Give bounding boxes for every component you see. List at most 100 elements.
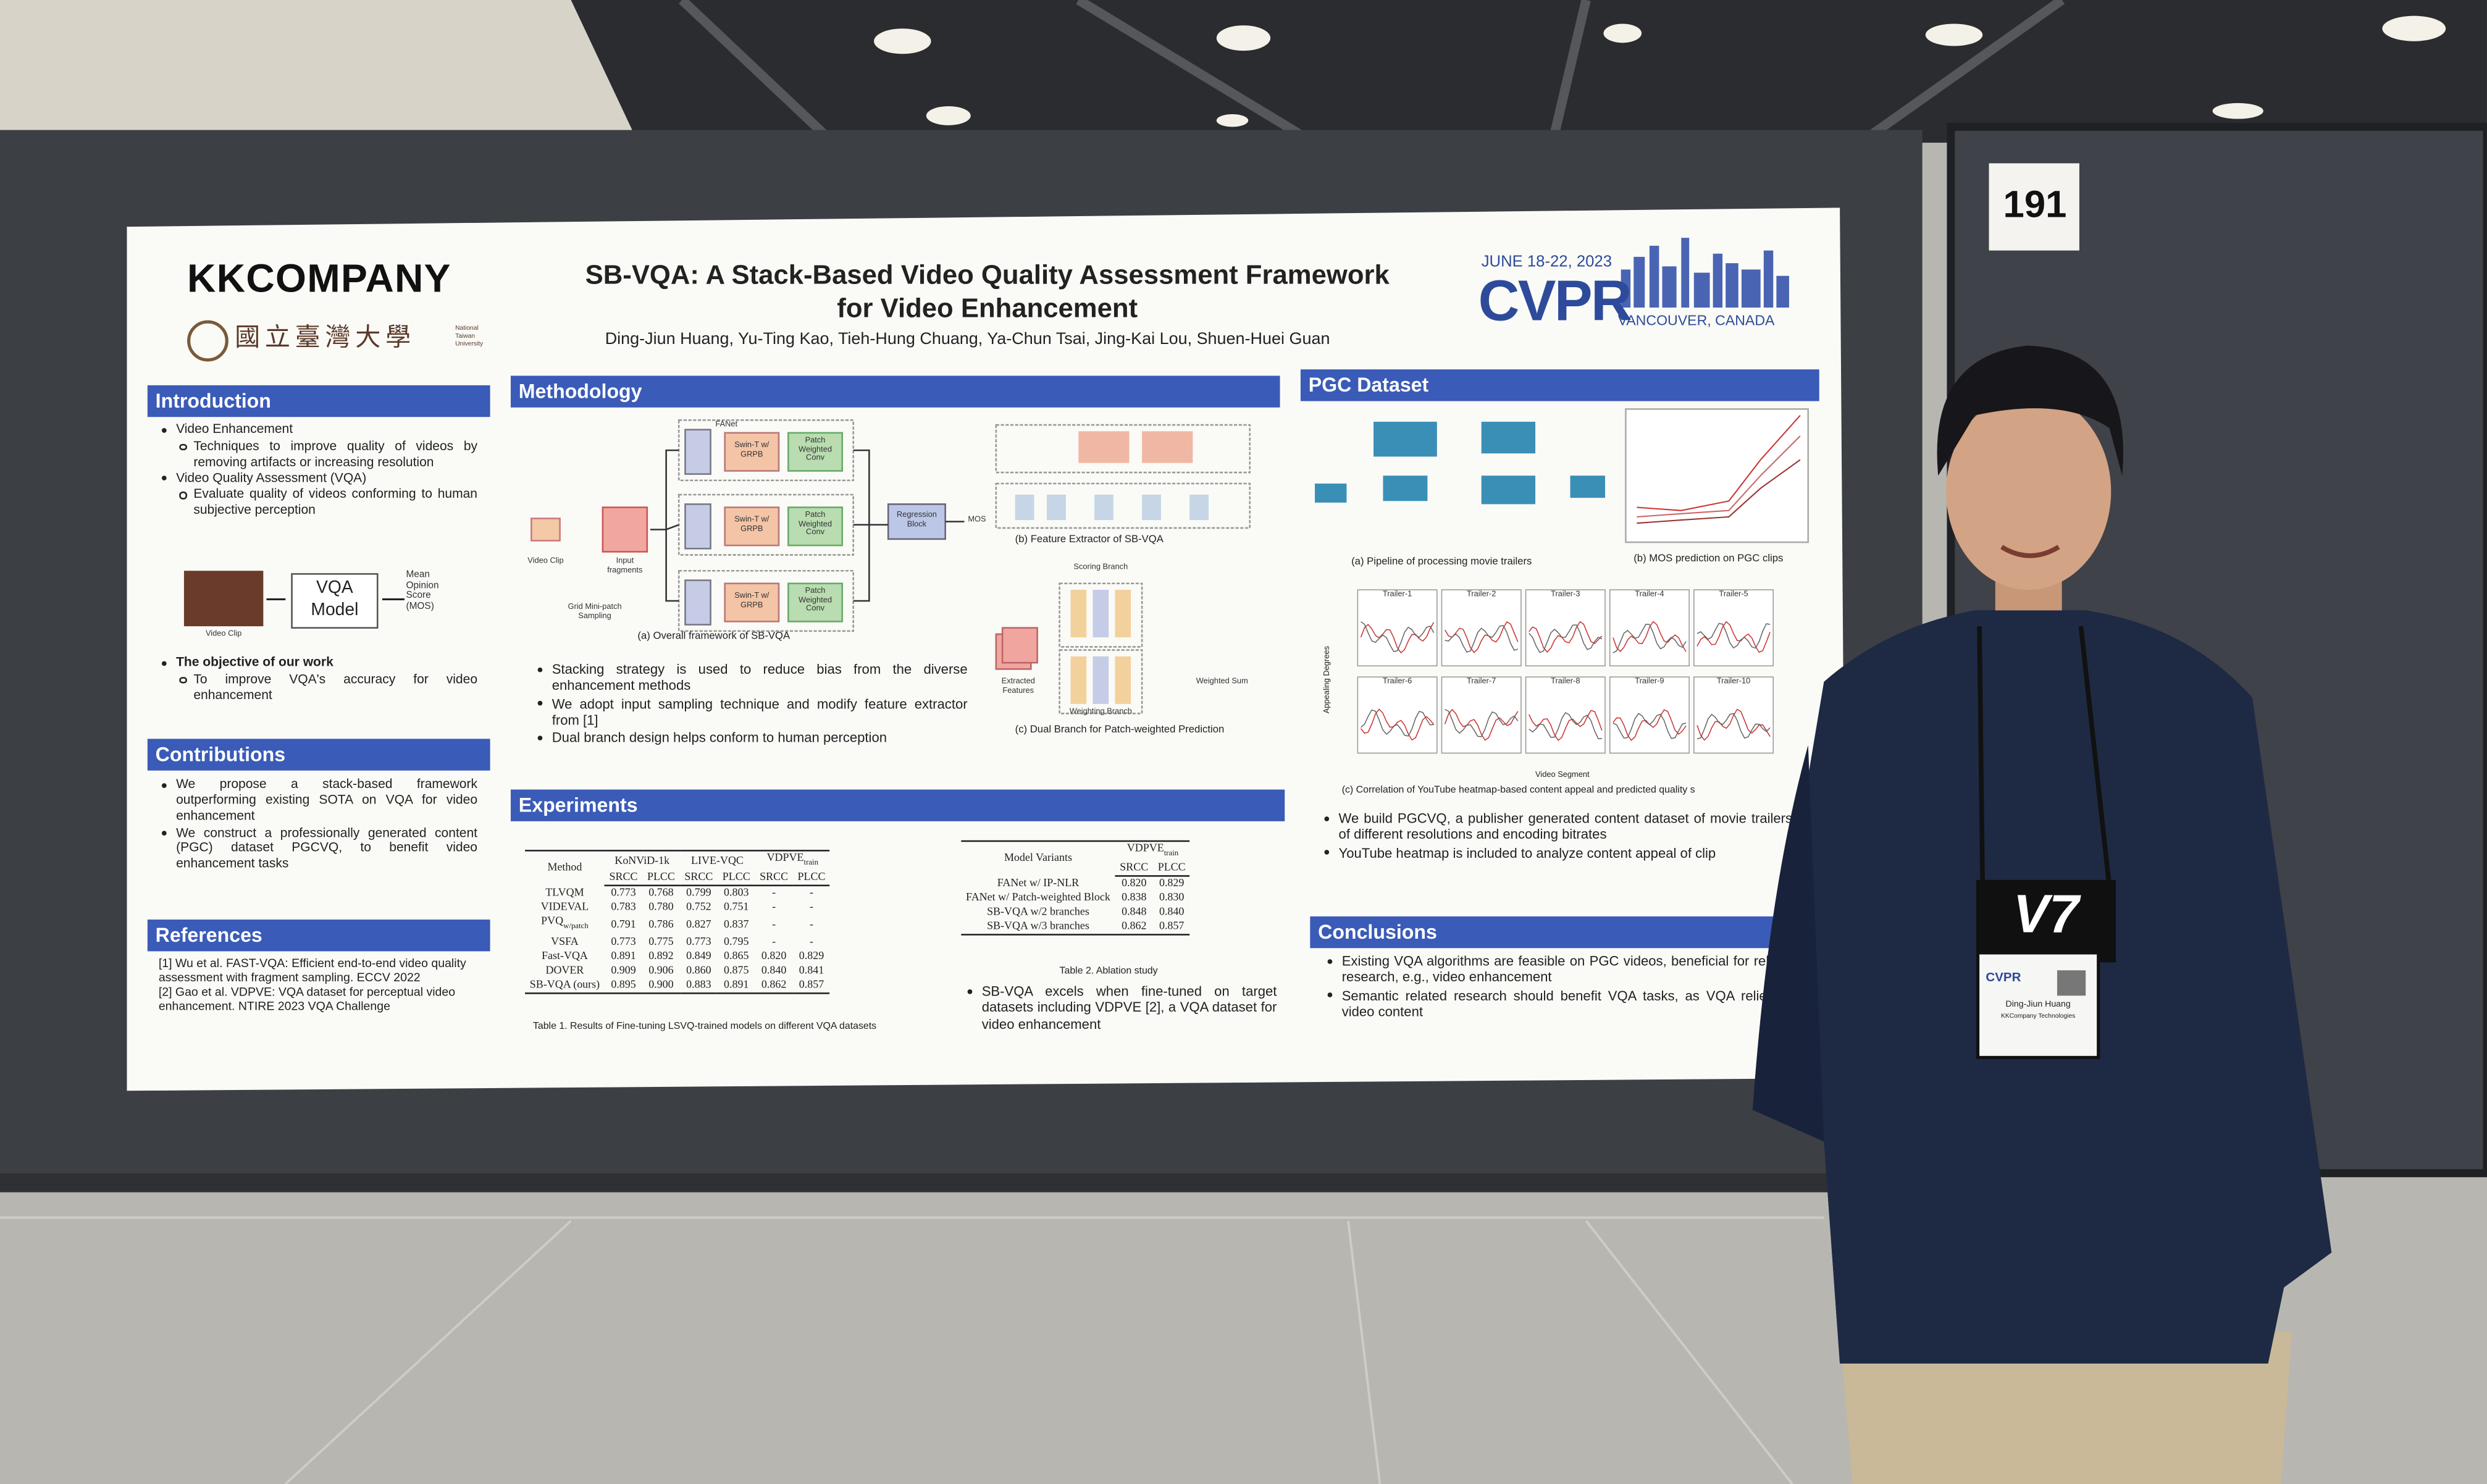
cell-text: PVQ (541, 915, 564, 928)
figure-label: Regression Block (896, 510, 937, 529)
diagram-label: Video Clip (205, 629, 242, 639)
table-cell: 0.857 (1153, 920, 1191, 936)
trailer-plot (1693, 589, 1774, 667)
contributions: We propose a stack-based framework outpe… (154, 777, 477, 874)
header-cell: SRCC (604, 871, 643, 887)
table-cell: PVQw/patch (525, 915, 605, 935)
badge-event: CVPR (1986, 970, 2021, 985)
trailer-curve (1529, 710, 1603, 741)
figure-caption: (a) Overall framework of SB-VQA (637, 631, 791, 642)
trailer-curve (1613, 624, 1687, 653)
trailer-plot (1609, 676, 1690, 754)
section-heading: Introduction (147, 385, 490, 417)
table-cell: 0.773 (686, 935, 711, 948)
table-cell: 0.892 (648, 949, 674, 962)
table-cell: 0.865 (723, 949, 749, 962)
section-heading: Experiments (510, 789, 1285, 821)
bullet: We construct a professionally generated … (154, 825, 477, 872)
introduction-objective: The objective of our work To improve VQA… (154, 655, 477, 703)
table-cell: 0.883 (679, 978, 718, 994)
conclusions: Existing VQA algorithms are feasible on … (1320, 953, 1795, 1021)
badge-name: Ding-Jiun Huang (2005, 1000, 2071, 1010)
table-cell: 0.895 (604, 978, 643, 994)
table-cell: 0.862 (1115, 920, 1154, 936)
table-cell: 0.773 (611, 935, 636, 948)
title-line: SB-VQA: A Stack-Based Video Quality Asse… (585, 260, 1390, 290)
figure-label: Patch Weighted Conv (799, 586, 832, 614)
table-cell: 0.840 (761, 963, 787, 976)
table-cell: VIDEVAL (540, 901, 589, 914)
table-cell: 0.791 (611, 918, 636, 931)
header-cell: Model Variants (961, 840, 1115, 877)
table-body: FANet w/ IP-NLR 0.820 0.829 FANet w/ Patch-… (961, 876, 1191, 936)
figure-label: Input fragments (607, 556, 643, 575)
table-cell: 0.829 (799, 949, 824, 962)
section-heading: Conclusions (1310, 916, 1786, 949)
pgc-figure (1315, 408, 1810, 543)
figure-label: Weighted Sum (1196, 677, 1248, 687)
university-english: National Taiwan University (455, 323, 484, 347)
logo: KKCOMPANY (187, 256, 451, 301)
wall (0, 0, 635, 135)
table-cell: 0.837 (723, 918, 749, 931)
table-cell: 0.862 (755, 978, 793, 994)
table-row: VSFA 0.773 0.775 0.773 0.795 - - (525, 935, 830, 949)
header-cell: SRCC (679, 871, 718, 887)
table-cell: - (772, 935, 776, 948)
bullet: Semantic related research should benefit… (1320, 987, 1795, 1020)
experiment-points: SB-VQA excels when fine-tuned on target … (960, 983, 1277, 1034)
figure-label: Extracted Features (1001, 677, 1035, 695)
lanyard-logo: V7 (2013, 884, 2079, 945)
table-row: SB-VQA (ours) 0.895 0.900 0.883 0.891 0.862 0.… (525, 978, 831, 994)
trailer-grid (1357, 589, 1774, 754)
figure-label: FANet (715, 420, 738, 430)
cell-subscript: w/patch (563, 924, 589, 933)
axis-label: Video Segment (1535, 770, 1590, 781)
header-cell: PLCC (792, 871, 831, 887)
trailer-label: Trailer-1 (1382, 590, 1412, 600)
table-row: SB-VQA w/3 branches 0.862 0.857 (961, 920, 1191, 936)
trailer-plot (1525, 676, 1606, 754)
bullet: Dual branch design helps conform to huma… (530, 730, 968, 746)
header-cell: SRCC (755, 871, 793, 887)
figure-label: Scoring Branch (1073, 563, 1128, 572)
trailer-curve (1529, 621, 1603, 653)
table-row: SB-VQA w/2 branches 0.848 0.840 (961, 906, 1190, 920)
section-heading: Contributions (147, 739, 490, 771)
bullet: We propose a stack-based framework outpe… (154, 777, 477, 824)
table-head: Method KoNViD-1k LIVE-VQC VDPVEtrain SRCC PLC… (525, 850, 831, 887)
ablation-table: Model Variants VDPVEtrain SRCC PLCC FANet w/… (961, 840, 1191, 936)
table-head: Model Variants VDPVEtrain SRCC PLCC (961, 840, 1191, 878)
trailer-label: Trailer-6 (1382, 677, 1412, 687)
figure-label: Swin-T w/ GRPB (734, 440, 770, 459)
table-cell: 0.780 (648, 901, 674, 914)
bullet: YouTube heatmap is included to analyze c… (1317, 844, 1792, 860)
table-cell: 0.857 (792, 978, 831, 994)
figure-caption: (b) Feature Extractor of SB-VQA (1015, 534, 1164, 546)
header-row: SRCC PLCC SRCC PLCC SRCC PLCC (525, 871, 831, 887)
figure-label: Patch Weighted Conv (799, 436, 832, 463)
cell-subscript: train (803, 860, 819, 868)
header-cell: SRCC (1115, 861, 1154, 878)
table-cell: 0.909 (611, 963, 636, 976)
table-cell: - (772, 918, 776, 931)
booth-sign (1989, 163, 2079, 251)
authors: Ding-Jiun Huang, Yu-Ting Kao, Tieh-Hung … (605, 329, 1330, 349)
results-table: Method KoNViD-1k LIVE-VQC VDPVEtrain SRCC PLC… (525, 850, 831, 994)
conference-dates: JUNE 18-22, 2023 (1481, 253, 1613, 272)
table-cell: 0.875 (723, 963, 749, 976)
table-cell: FANet w/ IP-NLR (997, 877, 1080, 890)
conference-location: VANCOUVER, CANADA (1617, 312, 1775, 329)
header-cell: PLCC (642, 871, 680, 887)
badge-company: KKCompany Technologies (2000, 1011, 2076, 1020)
bullet: Video Enhancement (154, 422, 477, 437)
sub-bullet: Evaluate quality of videos conforming to… (154, 487, 477, 519)
table-cell: 0.803 (723, 887, 749, 900)
university-seal (187, 320, 229, 362)
table-cell: 0.860 (686, 963, 711, 976)
header-row: Model Variants VDPVEtrain (961, 840, 1191, 877)
bullet: Stacking strategy is used to reduce bias… (530, 661, 968, 694)
table-cell: - (809, 918, 814, 931)
table-cell: TLVQM (545, 886, 584, 900)
